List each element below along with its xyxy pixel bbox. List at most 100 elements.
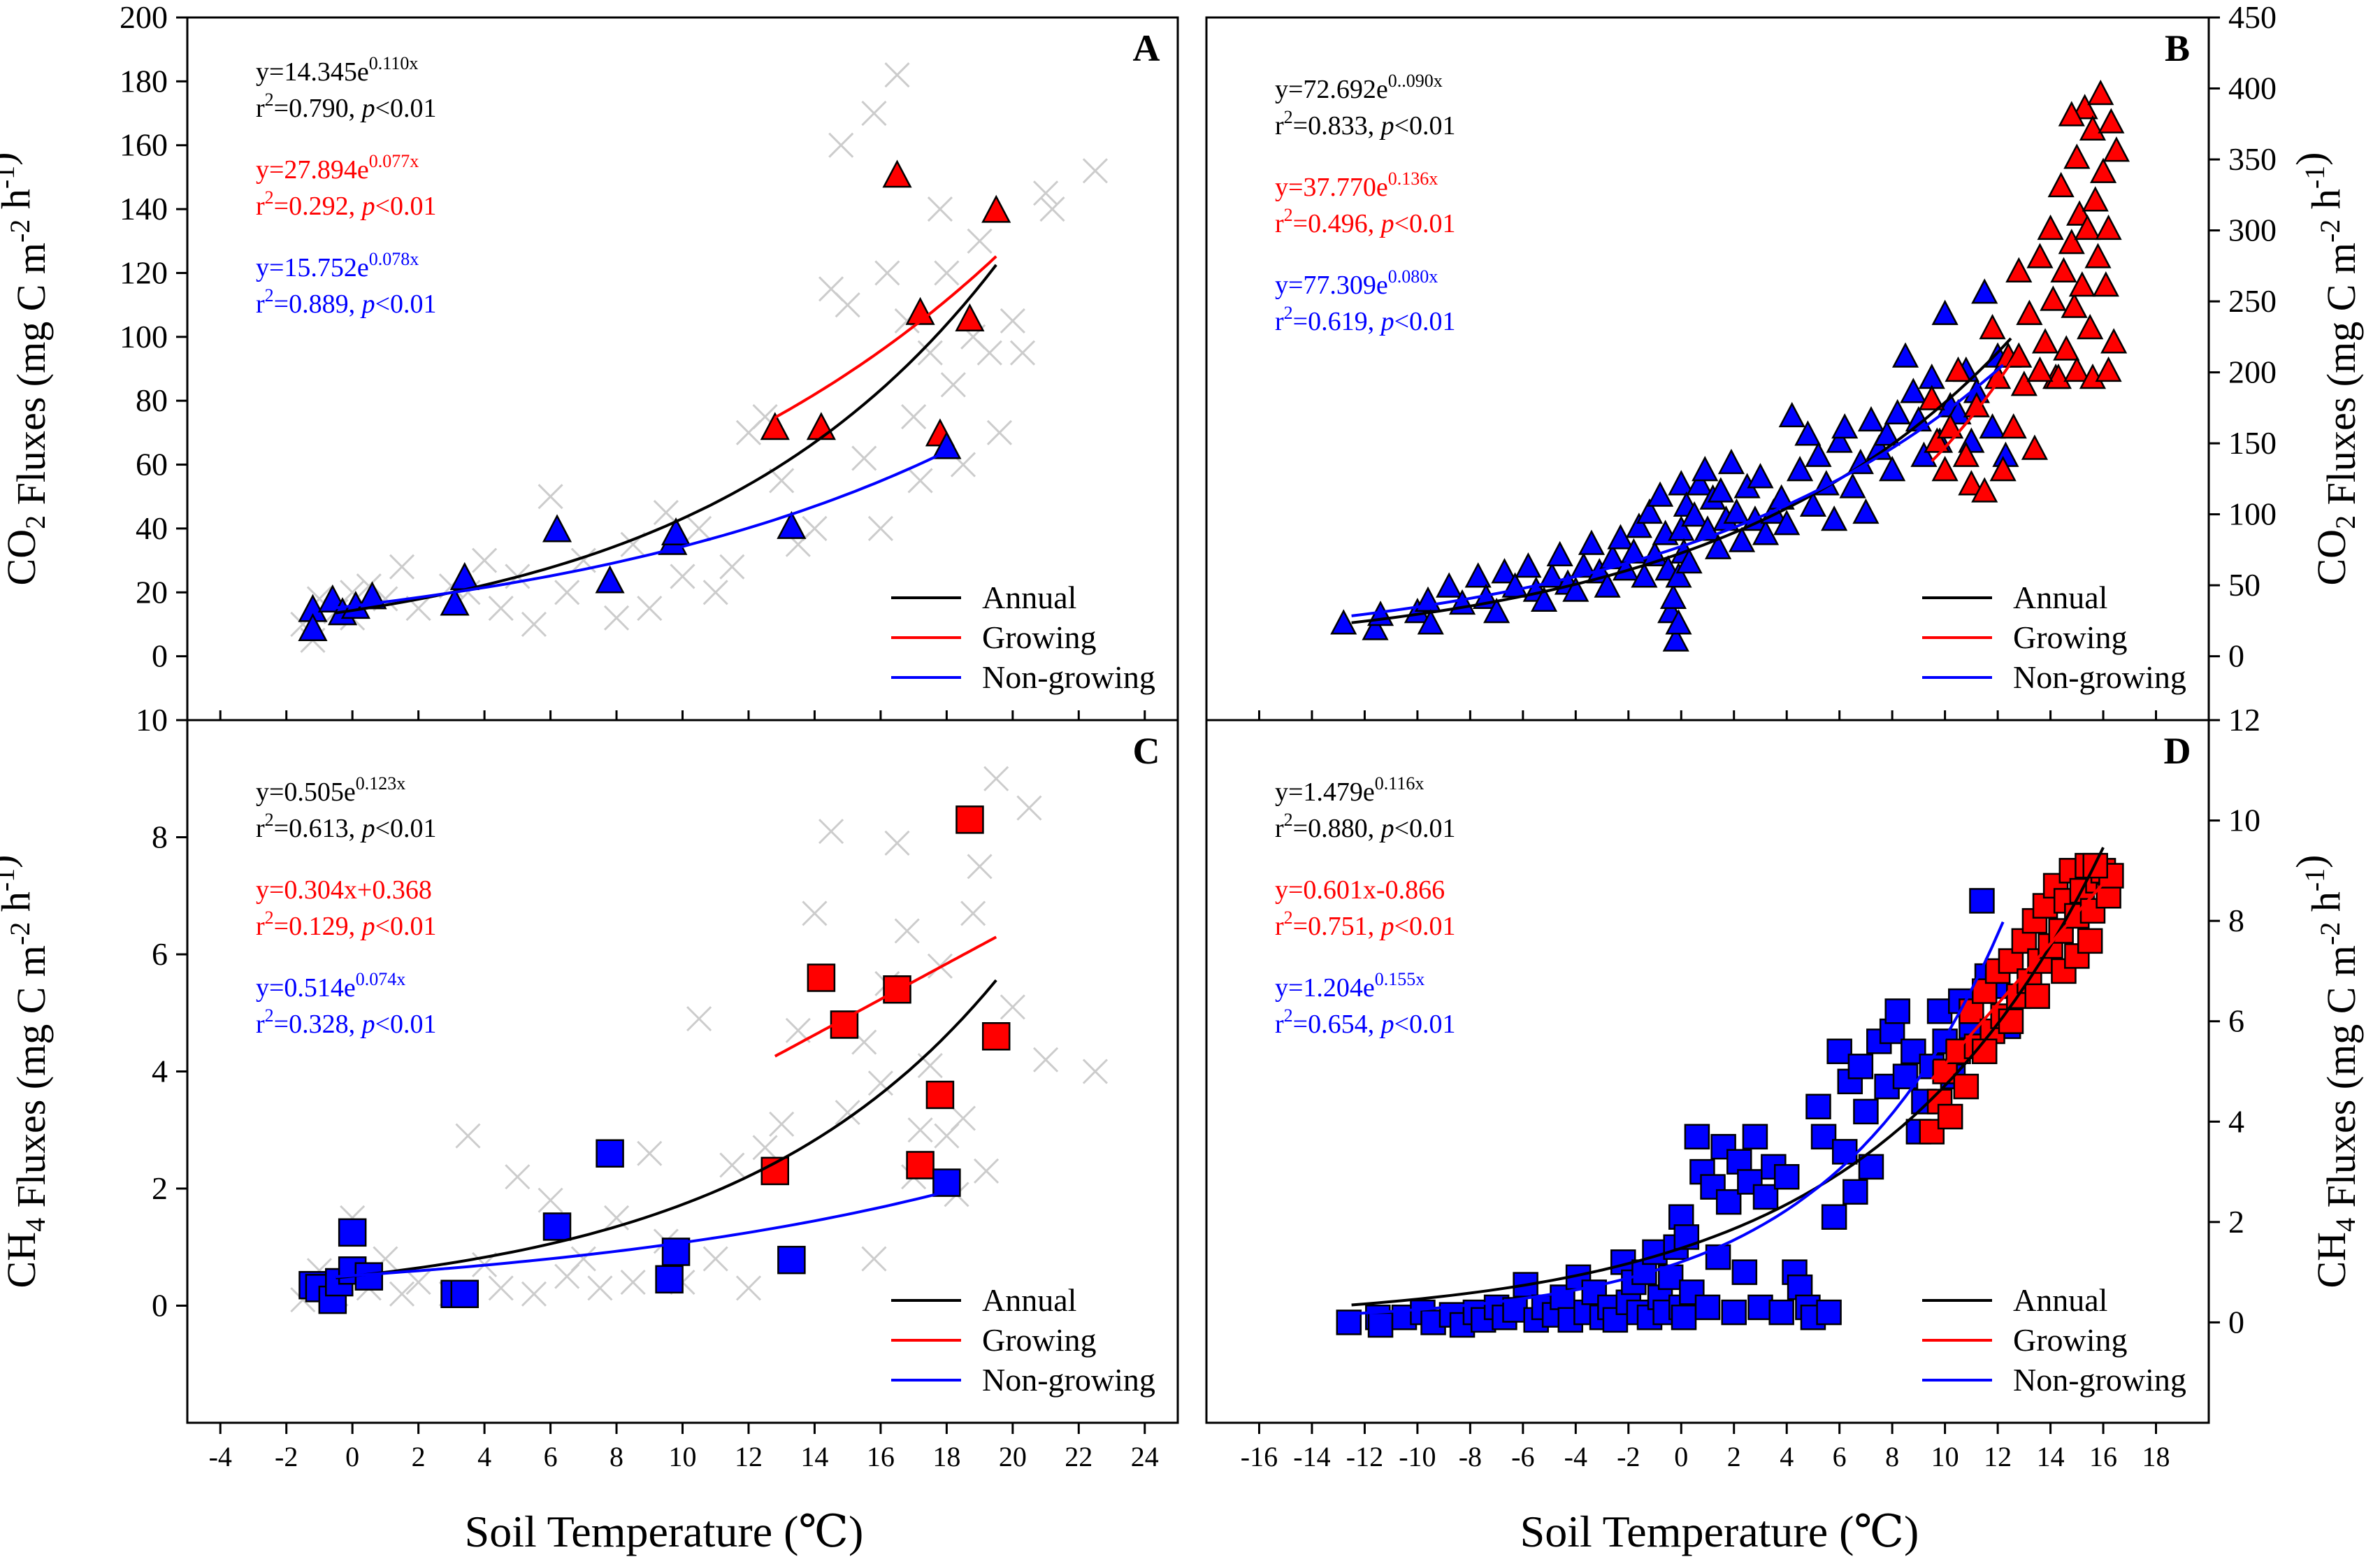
background-cross	[1009, 340, 1036, 366]
data-point	[1747, 463, 1774, 489]
x-axis-label-left: Soil Temperature (℃)	[465, 1507, 864, 1556]
background-cross	[455, 1123, 481, 1149]
background-cross	[976, 340, 1002, 366]
cross-stroke	[620, 1269, 646, 1296]
cross-stroke	[818, 276, 844, 302]
data-point	[2005, 257, 2033, 282]
x-tick-label: -2	[1617, 1441, 1640, 1472]
y-tick-label: 160	[120, 127, 168, 163]
background-cross	[967, 854, 993, 880]
panel-label: C	[1133, 730, 1160, 772]
background-cross	[835, 1100, 860, 1126]
data-point	[1362, 615, 1389, 640]
data-point	[2098, 108, 2125, 134]
y-tick-label: 8	[152, 819, 168, 855]
background-cross	[950, 1105, 976, 1131]
y-tick-label: 0	[2228, 1304, 2244, 1340]
data-point	[1842, 1179, 1868, 1205]
x-tick-label: -16	[1241, 1441, 1278, 1472]
data-point	[1937, 413, 1964, 439]
background-cross	[1000, 308, 1025, 334]
cross-stroke	[934, 260, 960, 286]
y-tick-label: 300	[2228, 213, 2277, 248]
background-cross	[702, 1246, 728, 1272]
panel-label: D	[2164, 730, 2191, 772]
legend-label-growing: Growing	[2013, 1322, 2128, 1358]
y-tick-label: 8	[2228, 903, 2244, 938]
data-point	[906, 1151, 935, 1179]
stats-growing: r2=0.292, p<0.01	[256, 187, 437, 221]
x-tick-label: 6	[1833, 1441, 1847, 1472]
data-point	[1821, 505, 1848, 531]
legend-label-growing: Growing	[982, 1322, 1097, 1358]
background-cross	[653, 500, 679, 526]
y-tick-label: 2	[152, 1170, 168, 1206]
cross-stroke	[917, 1053, 943, 1079]
data-point	[1483, 598, 1510, 624]
data-point	[2068, 271, 2096, 297]
fit-line-non-growing	[336, 450, 948, 610]
data-point	[1953, 1073, 1979, 1100]
legend-label-annual: Annual	[982, 1282, 1076, 1318]
y-tick-label: 350	[2228, 141, 2277, 177]
data-point	[1694, 1294, 1721, 1321]
cross-stroke	[1033, 180, 1059, 206]
data-point	[1417, 609, 1444, 635]
data-point	[1665, 609, 1692, 635]
cross-stroke	[1016, 795, 1042, 821]
data-point	[925, 1080, 955, 1110]
equation-growing: y=0.304x+0.368	[256, 875, 432, 905]
data-point	[1937, 1103, 1963, 1130]
cross-stroke	[950, 1105, 976, 1131]
legend-label-growing: Growing	[982, 619, 1097, 655]
legend-label-non-growing: Non-growing	[2013, 1362, 2186, 1398]
x-tick-label: 10	[669, 1441, 697, 1472]
background-cross	[894, 918, 920, 944]
x-tick-label: 12	[735, 1441, 763, 1472]
cross-stroke	[405, 1269, 431, 1296]
y-tick-label: 2	[2228, 1204, 2244, 1240]
cross-stroke	[538, 484, 563, 510]
background-cross	[1033, 1047, 1059, 1072]
data-point	[1752, 1184, 1779, 1210]
background-cross	[986, 419, 1013, 445]
x-tick-label: 14	[2037, 1441, 2065, 1472]
data-point	[1931, 455, 1959, 482]
data-point	[2016, 299, 2043, 325]
data-point	[1901, 1038, 1926, 1065]
background-cross	[934, 260, 960, 286]
series-non-growing	[298, 431, 962, 642]
cross-stroke	[405, 596, 431, 622]
background-cross	[884, 62, 910, 88]
stats-non-growing: r2=0.328, p<0.01	[256, 1005, 437, 1039]
background-cross	[521, 611, 547, 638]
data-point	[1826, 1038, 1852, 1065]
cross-stroke	[1082, 158, 1108, 184]
background-cross	[603, 605, 630, 631]
data-point	[1969, 888, 1995, 914]
data-point	[981, 1022, 1011, 1051]
x-tick-label: -12	[1346, 1441, 1383, 1472]
cross-stroke	[587, 1275, 613, 1301]
cross-stroke	[907, 468, 933, 494]
cross-stroke	[389, 1281, 415, 1307]
data-point	[1810, 1124, 1837, 1150]
cross-stroke	[752, 1135, 778, 1161]
y-tick-label: 400	[2228, 71, 2277, 106]
x-tick-label: 18	[2142, 1441, 2170, 1472]
background-cross	[907, 468, 933, 494]
x-tick-label: 8	[1885, 1441, 1899, 1472]
cross-stroke	[894, 918, 920, 944]
x-tick-label: -10	[1399, 1441, 1436, 1472]
y-tick-label: 200	[2228, 354, 2277, 390]
data-point	[1671, 1305, 1697, 1330]
panel-label: A	[1133, 27, 1160, 69]
background-cross	[861, 1246, 887, 1272]
cross-stroke	[488, 596, 514, 622]
data-point	[1787, 455, 1814, 482]
y-tick-label: 140	[120, 191, 168, 227]
data-point	[2095, 356, 2122, 382]
data-point	[1963, 392, 1990, 417]
cross-stroke	[967, 854, 993, 880]
